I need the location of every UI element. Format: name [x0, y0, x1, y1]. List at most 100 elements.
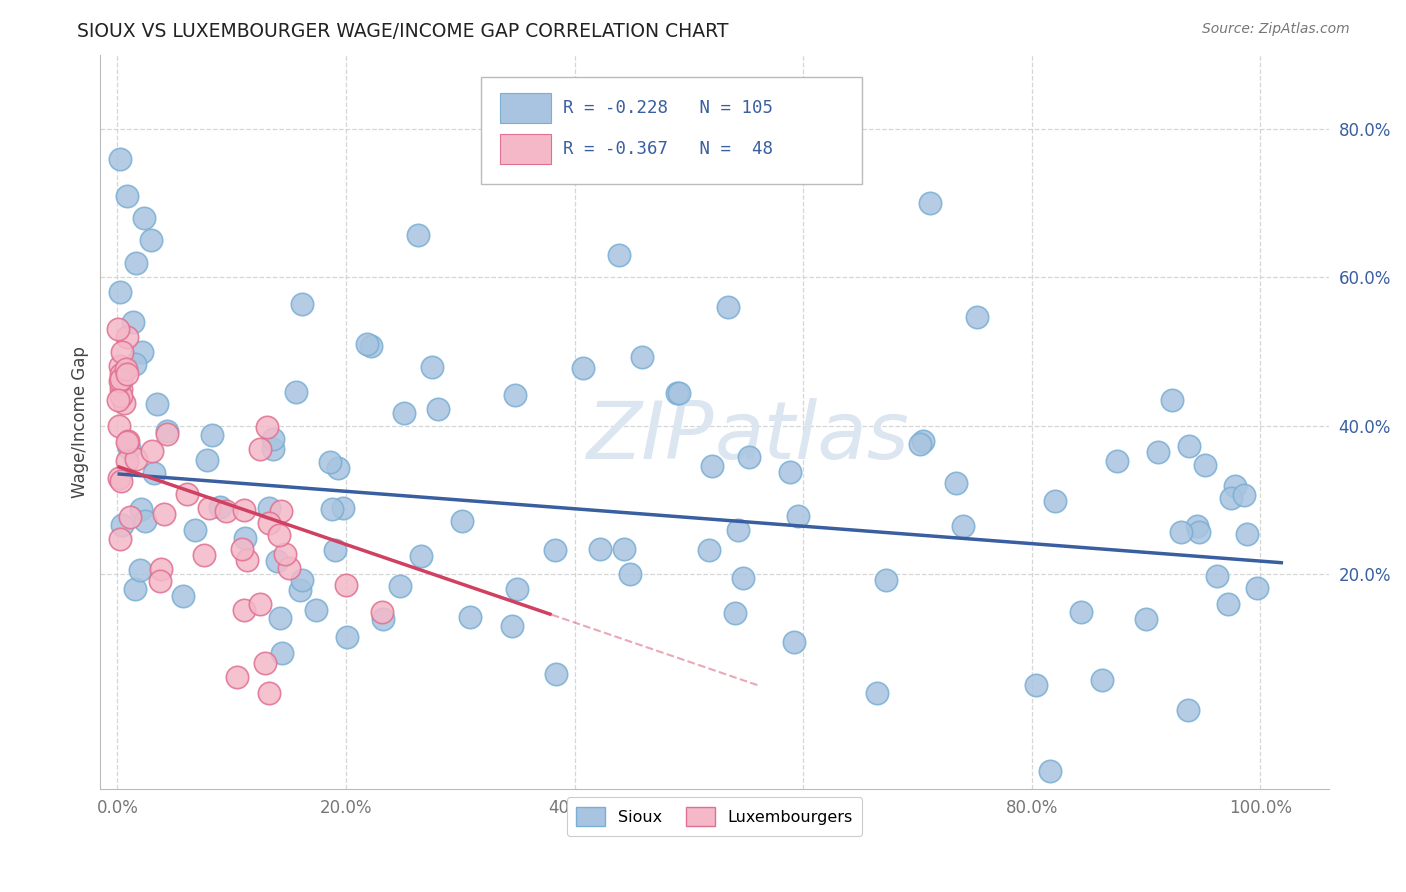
- Point: [110, 367, 132, 381]
- Point: [253, 656, 276, 670]
- Point: [271, 646, 294, 660]
- Point: [420, 360, 443, 375]
- Point: [262, 442, 284, 457]
- Point: [231, 541, 253, 556]
- Point: [233, 502, 256, 516]
- Text: R = -0.228   N = 105: R = -0.228 N = 105: [564, 99, 773, 117]
- Point: [1177, 703, 1199, 717]
- Point: [388, 579, 411, 593]
- Point: [269, 611, 291, 625]
- Point: [233, 531, 256, 545]
- Point: [328, 460, 350, 475]
- Point: [1025, 678, 1047, 692]
- Point: [146, 397, 169, 411]
- Point: [908, 436, 931, 450]
- Point: [544, 542, 567, 557]
- Point: [232, 602, 254, 616]
- Point: [156, 424, 179, 438]
- Point: [371, 605, 394, 619]
- Point: [392, 405, 415, 419]
- Point: [505, 582, 527, 596]
- Point: [107, 322, 129, 336]
- Point: [458, 610, 481, 624]
- Point: [134, 211, 156, 226]
- Point: [262, 432, 284, 446]
- Text: atlas: atlas: [714, 398, 910, 475]
- Point: [107, 418, 129, 433]
- Point: [131, 344, 153, 359]
- Point: [114, 361, 136, 376]
- Point: [110, 389, 132, 403]
- Point: [267, 527, 290, 541]
- Point: [613, 542, 636, 557]
- Point: [108, 470, 131, 484]
- Point: [235, 553, 257, 567]
- Point: [274, 547, 297, 561]
- Point: [108, 532, 131, 546]
- Point: [1225, 479, 1247, 493]
- Point: [156, 426, 179, 441]
- Point: [110, 374, 132, 388]
- Point: [110, 475, 132, 489]
- Point: [257, 685, 280, 699]
- Point: [125, 255, 148, 269]
- Point: [697, 543, 720, 558]
- Point: [1135, 612, 1157, 626]
- Point: [121, 315, 143, 329]
- Point: [787, 509, 810, 524]
- Point: [1232, 488, 1254, 502]
- Point: [124, 582, 146, 596]
- Point: [124, 357, 146, 371]
- Point: [952, 518, 974, 533]
- Point: [288, 583, 311, 598]
- Point: [1178, 439, 1201, 453]
- Point: [110, 371, 132, 385]
- Point: [668, 385, 690, 400]
- Point: [779, 465, 801, 479]
- Point: [209, 500, 232, 515]
- Point: [176, 487, 198, 501]
- Point: [149, 574, 172, 589]
- Point: [319, 454, 342, 468]
- Point: [451, 514, 474, 528]
- Point: [1039, 764, 1062, 778]
- Point: [117, 454, 139, 468]
- Point: [738, 450, 761, 465]
- Point: [782, 635, 804, 649]
- Point: [1216, 597, 1239, 611]
- Point: [332, 501, 354, 516]
- Point: [911, 434, 934, 449]
- Point: [607, 248, 630, 262]
- Point: [184, 523, 207, 537]
- Point: [1091, 673, 1114, 688]
- Point: [266, 554, 288, 568]
- Point: [111, 344, 134, 359]
- Point: [966, 310, 988, 324]
- Point: [589, 541, 612, 556]
- FancyBboxPatch shape: [499, 93, 551, 123]
- Point: [118, 441, 141, 455]
- Point: [724, 606, 747, 620]
- Point: [249, 597, 271, 611]
- Point: [406, 228, 429, 243]
- Point: [1219, 491, 1241, 505]
- Point: [1070, 605, 1092, 619]
- Point: [1160, 392, 1182, 407]
- Point: [172, 589, 194, 603]
- Point: [371, 612, 394, 626]
- Point: [945, 475, 967, 490]
- Y-axis label: Wage/Income Gap: Wage/Income Gap: [72, 346, 89, 498]
- Point: [117, 434, 139, 448]
- Point: [107, 392, 129, 407]
- Point: [866, 685, 889, 699]
- Point: [108, 285, 131, 300]
- Point: [257, 516, 280, 531]
- Point: [139, 234, 162, 248]
- Point: [108, 359, 131, 374]
- Point: [284, 384, 307, 399]
- Point: [631, 350, 654, 364]
- Point: [259, 500, 281, 515]
- Point: [115, 189, 138, 203]
- Point: [110, 382, 132, 396]
- Point: [336, 630, 359, 644]
